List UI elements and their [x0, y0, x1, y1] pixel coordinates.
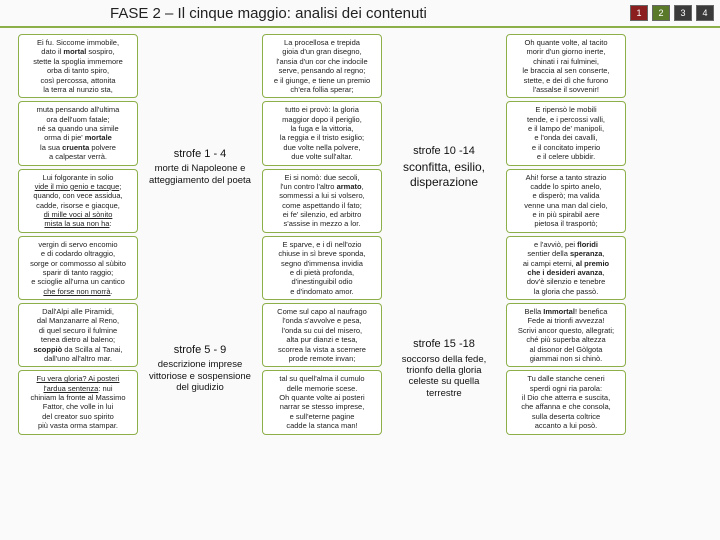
nav-badge-4[interactable]: 4	[696, 5, 714, 21]
nav-badge-2[interactable]: 2	[652, 5, 670, 21]
label-title: strofe 10 -14	[392, 145, 496, 158]
label-sub: sconfitta, esilio, disperazione	[392, 160, 496, 189]
label-strofe-5-9: strofe 5 - 9 descrizione imprese vittori…	[144, 303, 256, 435]
stanza-c3-r3: Ei si nomò: due secoli,l'un contro l'alt…	[262, 169, 382, 233]
label-strofe-15-18: strofe 15 -18 soccorso della fede, trion…	[388, 303, 500, 435]
stanza-c1-r1: Ei fu. Siccome immobile,dato il mortal s…	[18, 34, 138, 98]
label-title: strofe 1 - 4	[148, 148, 252, 161]
stanza-c1-r2: muta pensando all'ultimaora dell'uom fat…	[18, 101, 138, 165]
label-strofe-10-14: strofe 10 -14 sconfitta, esilio, dispera…	[388, 101, 500, 233]
page-title: FASE 2 – Il cinque maggio: analisi dei c…	[110, 5, 427, 22]
stanza-c3-r6: tal su quell'alma il cumulodelle memorie…	[262, 370, 382, 434]
nav-badges: 1 2 3 4	[630, 5, 714, 21]
label-sub: morte di Napoleone e atteggiamento del p…	[148, 163, 252, 186]
stanza-c5-r5: Bella Immortal! beneficaFede ai trionfi …	[506, 303, 626, 367]
label-sub: descrizione imprese vittoriose e sospens…	[148, 359, 252, 393]
content-grid: Ei fu. Siccome immobile,dato il mortal s…	[0, 28, 720, 441]
stanza-c5-r4: e l'avviò, pei floridisentier della sper…	[506, 236, 626, 300]
nav-badge-3[interactable]: 3	[674, 5, 692, 21]
label-title: strofe 5 - 9	[148, 344, 252, 357]
stanza-c5-r2: E ripensò le mobilitende, e i percossi v…	[506, 101, 626, 165]
stanza-c1-r5: Dall'Alpi alle Piramidi,dal Manzanarre a…	[18, 303, 138, 367]
stanza-c1-r3: Lui folgorante in soliovide il mio genio…	[18, 169, 138, 233]
label-title: strofe 15 -18	[392, 338, 496, 351]
stanza-c3-r4: E sparve, e i dì nell'oziochiuse in sì b…	[262, 236, 382, 300]
stanza-c5-r3: Ahi! forse a tanto straziocadde lo spirt…	[506, 169, 626, 233]
stanza-c5-r1: Oh quante volte, al tacitomorir d'un gio…	[506, 34, 626, 98]
stanza-c3-r5: Come sul capo al naufragol'onda s'avvolv…	[262, 303, 382, 367]
header: FASE 2 – Il cinque maggio: analisi dei c…	[0, 0, 720, 28]
stanza-c3-r1: La procellosa e trepidagioia d'un gran d…	[262, 34, 382, 98]
label-sub: soccorso della fede, trionfo della glori…	[392, 354, 496, 400]
stanza-c3-r2: tutto ei provò: la gloriamaggior dopo il…	[262, 101, 382, 165]
label-strofe-1-4: strofe 1 - 4 morte di Napoleone e attegg…	[144, 101, 256, 233]
stanza-c5-r6: Tu dalle stanche cenerisperdi ogni ria p…	[506, 370, 626, 434]
stanza-c1-r4: vergin di servo encomioe di codardo oltr…	[18, 236, 138, 300]
nav-badge-1[interactable]: 1	[630, 5, 648, 21]
stanza-c1-r6: Fu vera gloria? Ai posteril'ardua senten…	[18, 370, 138, 434]
